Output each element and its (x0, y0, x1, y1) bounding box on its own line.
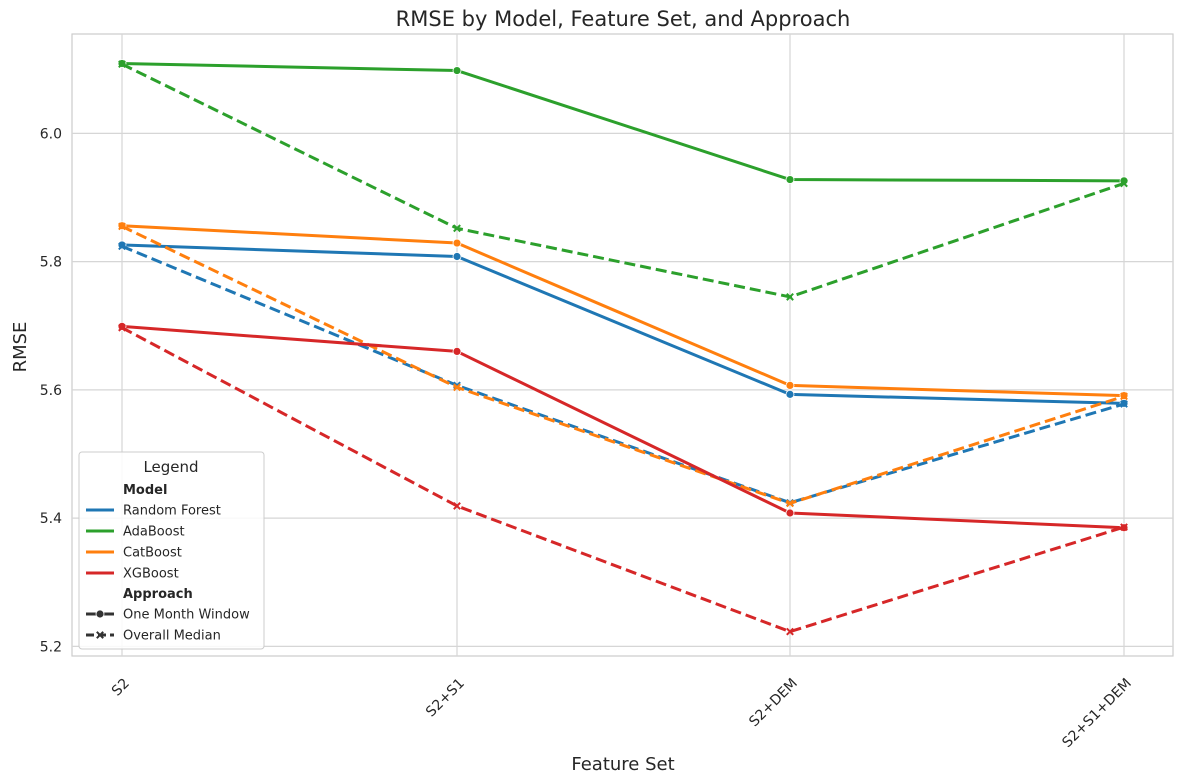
x-tick-labels: S2 S2+S1 S2+DEM S2+S1+DEM (109, 676, 1135, 751)
series-catboost-overall-median (118, 222, 1128, 508)
series-line (121, 244, 1125, 505)
data-point (786, 627, 794, 636)
x-tick-label: S2+S1 (423, 676, 468, 721)
series-line (121, 225, 1125, 505)
y-tick-label: 6.0 (40, 126, 62, 142)
data-point (1120, 179, 1128, 188)
legend-model-heading: Model (123, 483, 167, 498)
series-adaboost-overall-median (118, 60, 1128, 301)
series-xgboost-overall-median (118, 323, 1128, 636)
data-point (1120, 523, 1128, 532)
data-point (453, 224, 461, 233)
y-tick-label: 5.8 (40, 255, 62, 271)
legend-entry-label: CatBoost (123, 546, 182, 561)
data-point (452, 252, 462, 261)
legend-entry-label: Random Forest (123, 504, 221, 519)
legend-marker (96, 631, 104, 639)
data-point (453, 383, 461, 392)
data-point (786, 499, 794, 508)
y-tick-labels: 5.2 5.4 5.6 5.8 6.0 (40, 126, 62, 655)
legend-title: Legend (143, 458, 198, 476)
data-point (786, 292, 794, 301)
legend-marker (95, 609, 105, 619)
series-line (121, 61, 1125, 183)
y-tick-label: 5.2 (40, 639, 62, 655)
data-point (785, 389, 795, 399)
x-tick-label: S2 (109, 676, 133, 700)
legend-entry-label: Overall Median (123, 629, 221, 644)
x-tick-label: S2+S1+DEM (1059, 676, 1134, 751)
legend-entry-label: One Month Window (123, 608, 250, 623)
y-tick-label: 5.4 (40, 511, 62, 527)
legend-entry-label: AdaBoost (123, 525, 185, 540)
data-point (785, 380, 795, 390)
data-point (785, 508, 795, 518)
data-point (118, 222, 126, 231)
x-tick-label: S2+DEM (746, 676, 801, 731)
chart-title: RMSE by Model, Feature Set, and Approach (396, 7, 851, 31)
data-point (785, 175, 795, 184)
legend-box (78, 451, 265, 650)
series-line (121, 224, 1125, 398)
series-line (121, 324, 1125, 530)
data-point (118, 323, 126, 332)
x-axis-label: Feature Set (571, 754, 674, 775)
y-tick-label: 5.6 (40, 383, 62, 399)
series-adaboost-one-month-window (117, 59, 1129, 186)
series-line (121, 62, 1125, 299)
data-point (118, 60, 126, 69)
data-point (1120, 400, 1128, 408)
legend: Legend Model Random Forest AdaBoost CatBoo… (78, 451, 265, 650)
legend-model-entries: Random Forest AdaBoost CatBoost XGBoost (86, 504, 221, 582)
data-point (453, 502, 461, 510)
data-point (452, 347, 462, 356)
y-axis-label: RMSE (10, 322, 31, 373)
legend-entry-label: XGBoost (123, 567, 179, 582)
legend-approach-heading: Approach (123, 587, 193, 602)
legend-approach-entries: One Month Window Overall Median (86, 608, 250, 644)
data-point (118, 242, 126, 251)
data-point (452, 238, 462, 248)
series-layer (117, 59, 1129, 636)
data-point (1120, 392, 1128, 401)
series-line (121, 243, 1125, 405)
data-point (452, 66, 462, 75)
